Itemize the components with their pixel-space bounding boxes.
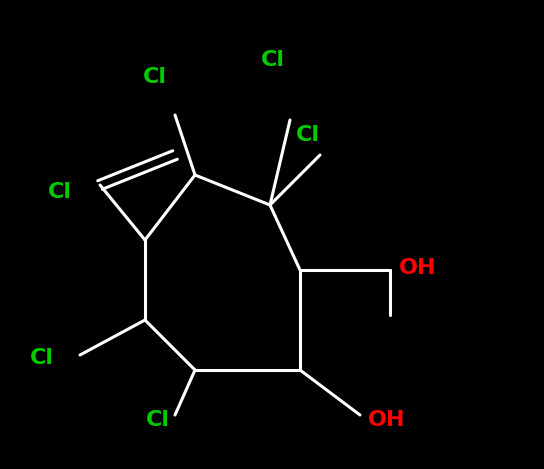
Text: Cl: Cl: [146, 410, 170, 430]
Text: Cl: Cl: [261, 50, 285, 70]
Text: Cl: Cl: [30, 348, 54, 368]
Text: OH: OH: [368, 410, 406, 430]
Text: Cl: Cl: [296, 125, 320, 145]
Text: OH: OH: [399, 258, 437, 278]
Text: Cl: Cl: [48, 182, 72, 202]
Text: Cl: Cl: [143, 67, 167, 87]
